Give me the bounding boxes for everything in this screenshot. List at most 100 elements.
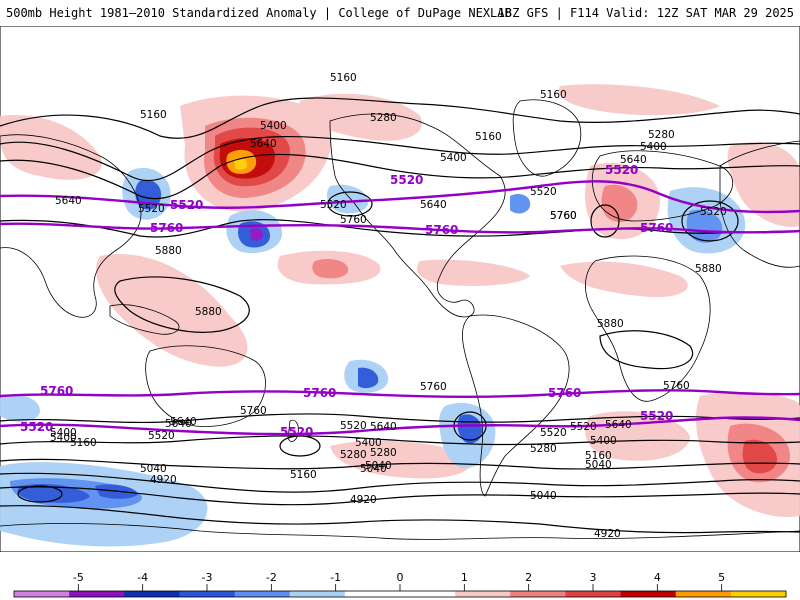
label-5160: 5160 xyxy=(475,131,502,143)
purple-5760-nh xyxy=(0,222,800,234)
colorbar-tick-label: -1 xyxy=(330,571,341,584)
label-5040: 5040 xyxy=(360,463,387,475)
colorbar-segment xyxy=(234,591,291,597)
label-5640: 5640 xyxy=(170,416,197,428)
label-5520: 5520 xyxy=(138,203,165,215)
purple-5760-sh xyxy=(0,389,800,399)
anomaly-positive-tropics-6 xyxy=(560,261,688,298)
label-4920: 4920 xyxy=(594,528,621,540)
label-5400: 5400 xyxy=(640,141,667,153)
label-5280: 5280 xyxy=(648,129,675,141)
contour-4920-sh xyxy=(0,505,800,534)
anomaly-positive-southatl xyxy=(585,411,690,461)
contour-5400-sh xyxy=(0,458,800,470)
colorbar-segment xyxy=(675,591,732,597)
colorbar-tick-label: -2 xyxy=(266,571,277,584)
anomaly-positive-pacific-6 xyxy=(234,158,248,170)
purple-label-5760: 5760 xyxy=(40,384,73,398)
purple-label-5520: 5520 xyxy=(640,409,673,423)
north-america-outline xyxy=(329,113,506,318)
label-4920: 4920 xyxy=(150,474,177,486)
contour-5160-nh xyxy=(0,97,800,139)
colorbar-segment xyxy=(565,591,622,597)
purple-label-5520: 5520 xyxy=(390,173,423,187)
label-5400: 5400 xyxy=(355,437,382,449)
purple-label-5760: 5760 xyxy=(150,221,183,235)
south-america-outline xyxy=(462,314,570,497)
colorbar-segment xyxy=(730,591,787,597)
label-5760: 5760 xyxy=(240,405,267,417)
colorbar-segment xyxy=(400,591,456,597)
anomaly-positive-arctic xyxy=(559,84,720,116)
label-5640: 5640 xyxy=(165,418,192,430)
purple-label-5520: 5520 xyxy=(20,420,53,434)
label-5400: 5400 xyxy=(260,120,287,132)
anomaly-negative-eastpac xyxy=(327,184,369,214)
colorbar-outline xyxy=(13,590,787,598)
contour-5280-nh xyxy=(0,135,800,182)
colorbar-segment xyxy=(620,591,677,597)
label-5400: 5400 xyxy=(440,152,467,164)
purple-5520-nh xyxy=(0,180,800,214)
label-5400: 5400 xyxy=(50,427,77,439)
contour-5160-sh xyxy=(0,472,800,493)
colorbar-tick-label: 1 xyxy=(461,571,468,584)
label-5520: 5520 xyxy=(700,206,727,218)
anomaly-negative-newfound xyxy=(510,194,531,214)
colorbar-segment xyxy=(510,591,566,597)
label-5160: 5160 xyxy=(585,450,612,462)
purple-label-5760: 5760 xyxy=(425,223,458,237)
label-5280: 5280 xyxy=(370,447,397,459)
anomaly-positive-tropics-4 xyxy=(312,259,349,279)
anomaly-negative-pacific-3 xyxy=(250,228,264,241)
africa-outline xyxy=(585,255,711,402)
label-5280: 5280 xyxy=(340,449,367,461)
anomaly-shading xyxy=(0,84,800,547)
anomaly-positive-tropics-2 xyxy=(96,254,248,367)
label-5280: 5280 xyxy=(370,112,397,124)
asia-west-outline xyxy=(0,134,142,318)
contour-5040-sh xyxy=(0,486,800,506)
label-5400: 5400 xyxy=(590,435,617,447)
purple-label-5520: 5520 xyxy=(605,163,638,177)
anomaly-negative-si-2 xyxy=(358,367,379,389)
colorbar-segment xyxy=(289,591,346,597)
colorbar-bar xyxy=(13,590,787,598)
label-5520: 5520 xyxy=(570,421,597,433)
colorbar-segment xyxy=(179,591,236,597)
colorbar-tick-label: 2 xyxy=(525,571,532,584)
asia-outline xyxy=(719,140,800,268)
purple-label-5760: 5760 xyxy=(303,386,336,400)
label-5520: 5520 xyxy=(540,427,567,439)
anomaly-positive-southpac xyxy=(330,440,472,479)
anomaly-positive-siberia xyxy=(727,142,800,227)
contour-5640-nh xyxy=(0,219,800,238)
label-5520: 5520 xyxy=(320,199,347,211)
label-5760: 5760 xyxy=(550,210,577,222)
colorbar-segment xyxy=(69,591,125,597)
map-title: 500mb Height 1981–2010 Standardized Anom… xyxy=(6,6,512,20)
label-5280: 5280 xyxy=(530,443,557,455)
label-5160: 5160 xyxy=(140,109,167,121)
greenland-outline xyxy=(512,99,582,177)
purple-label-5520: 5520 xyxy=(280,425,313,439)
label-5640: 5640 xyxy=(370,421,397,433)
label-5040: 5040 xyxy=(140,463,167,475)
colorbar-tick-label: -5 xyxy=(73,571,84,584)
label-5400: 5400 xyxy=(50,432,77,444)
highlight-contours xyxy=(0,180,800,436)
colorbar-tick-label: 4 xyxy=(654,571,661,584)
label-4920: 4920 xyxy=(350,494,377,506)
colorbar-tick-label: -4 xyxy=(137,571,148,584)
label-5760: 5760 xyxy=(663,380,690,392)
colorbar-tick-label: 0 xyxy=(397,571,404,584)
colorbar-segment xyxy=(14,591,70,597)
anomaly-positive-tropics-1 xyxy=(0,115,102,180)
purple-label-5760: 5760 xyxy=(640,221,673,235)
antarctica-outline xyxy=(0,523,800,540)
label-5880: 5880 xyxy=(695,263,722,275)
colorbar-tick-label: 5 xyxy=(718,571,725,584)
contour-labels: 5160 5160 5280 5400 5640 5640 5520 5520 … xyxy=(50,72,727,540)
colorbar-ticks: -5 -4 -3 -2 -1 0 1 2 3 4 5 xyxy=(73,571,725,591)
label-5760: 5760 xyxy=(420,381,447,393)
